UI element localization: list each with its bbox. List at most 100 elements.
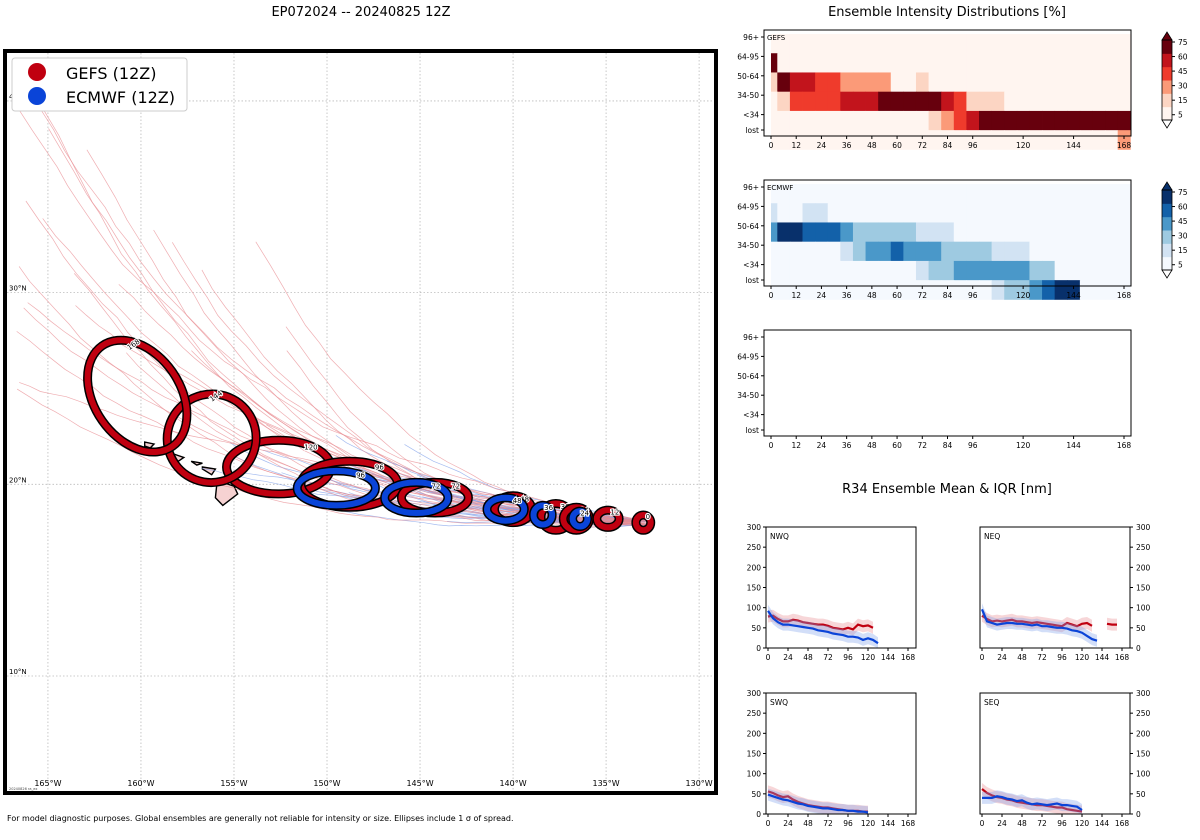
heat-cell [1117, 222, 1131, 243]
ellipse-gefs-12: 12 [592, 505, 624, 532]
colorbar-tick-label: 45 [1178, 217, 1188, 226]
heat-cell [1092, 241, 1106, 262]
heat-cell [777, 184, 791, 204]
ellipse-ecmwf-48: 48 [482, 493, 529, 526]
heat-cell [979, 130, 993, 150]
ellipse-hour-label: 0 [646, 513, 650, 521]
panel-label: NWQ [770, 532, 789, 541]
heat-cell [789, 34, 803, 54]
x-tick-label: 144 [1066, 141, 1081, 150]
heat-cell [928, 280, 942, 300]
r34-iqr-band [768, 788, 868, 814]
ecmwf-legend-label: ECMWF (12Z) [66, 88, 175, 107]
lon-tick-label: 155°W [220, 779, 247, 788]
heat-cell [953, 91, 967, 112]
y-tick-label: 100 [1136, 604, 1151, 613]
heat-cell [815, 241, 829, 262]
heat-cell [789, 260, 803, 281]
heat-cell [802, 222, 816, 243]
y-tick-label: 50 [1136, 790, 1146, 799]
heat-cell [827, 110, 841, 131]
heat-cell [878, 91, 892, 112]
ellipse-ring [294, 467, 379, 509]
ellipse-ring [530, 502, 556, 528]
x-tick-label: 24 [783, 819, 793, 828]
ellipse-hour-label: 48 [513, 497, 522, 505]
heat-cell [802, 130, 816, 150]
heat-cell [1105, 260, 1119, 281]
ecmwf-colorbar: 75 60 45 30 15 5 [1161, 181, 1188, 279]
heat-cell [802, 241, 816, 262]
lon-tick-label: 130°W [686, 779, 713, 788]
heat-cell [966, 53, 980, 73]
heat-cell [915, 184, 929, 204]
heat-cell [890, 222, 904, 243]
heat-cell [903, 53, 917, 73]
heat-cell [1029, 222, 1043, 243]
heat-cell [852, 184, 866, 204]
heat-cell [1054, 110, 1068, 131]
heat-cell [903, 280, 917, 300]
heat-cell [777, 260, 791, 281]
heat-cell [979, 53, 993, 73]
heat-cell [865, 260, 879, 281]
y-tick-label: lost [745, 276, 759, 285]
heat-cell [878, 184, 892, 204]
heat-cell [966, 91, 980, 112]
heat-cell [890, 184, 904, 204]
y-tick-label: 34-50 [737, 391, 759, 400]
heat-cell [1117, 280, 1131, 300]
heat-cell [991, 280, 1005, 300]
heat-cell [1004, 34, 1018, 54]
ecmwf-legend-marker [28, 87, 46, 105]
y-tick-label: <34 [743, 261, 759, 270]
r34-iqr-band [982, 609, 1092, 633]
heat-cell [852, 91, 866, 112]
heat-cell [1067, 184, 1081, 204]
heat-cell [1092, 184, 1106, 204]
x-tick-label: 120 [861, 819, 876, 828]
y-tick-label: 34-50 [737, 91, 759, 100]
colorbar-tick-label: 30 [1178, 82, 1188, 91]
colorbar-swatch [1162, 216, 1172, 231]
x-tick-label: 0 [766, 819, 771, 828]
heat-cell [991, 91, 1005, 112]
heat-cell [1105, 34, 1119, 54]
heat-cell [878, 260, 892, 281]
heat-cell [771, 72, 778, 93]
ellipse-hour-label: 72 [431, 483, 440, 491]
heat-cell [1067, 260, 1081, 281]
heat-cell [991, 260, 1005, 281]
heat-cell [1117, 110, 1131, 131]
heat-cell [1004, 110, 1018, 131]
heat-cell [1004, 260, 1018, 281]
ellipse-ring [484, 494, 528, 524]
heat-cell [771, 260, 778, 281]
lat-tick-label: 10°N [9, 668, 27, 676]
heat-cell [903, 203, 917, 223]
heat-cell [1117, 203, 1131, 223]
colorbar-tick-label: 75 [1178, 188, 1188, 197]
heat-cell [777, 34, 791, 54]
heat-cell [941, 280, 955, 300]
heat-cell [915, 203, 929, 223]
heat-cell [1067, 53, 1081, 73]
x-tick-label: 24 [997, 653, 1007, 662]
heat-cell [979, 72, 993, 93]
heat-cell [915, 130, 929, 150]
heat-cell [1004, 241, 1018, 262]
heat-cell [1042, 280, 1056, 300]
heat-cell [991, 130, 1005, 150]
heat-cell [878, 130, 892, 150]
map-legend: GEFS (12Z) ECMWF (12Z) [11, 57, 188, 112]
x-tick-label: 84 [943, 441, 953, 450]
ellipse-ecmwf-72: 72 [380, 477, 453, 518]
heat-cell [815, 110, 829, 131]
heat-cell [771, 184, 778, 204]
ellipse-gefs-168: 168 [83, 335, 192, 457]
heat-cell [865, 222, 879, 243]
heat-cell [1016, 34, 1030, 54]
x-tick-label: 96 [843, 653, 853, 662]
x-tick-label: 144 [1095, 819, 1110, 828]
map-gridlines [7, 53, 714, 791]
